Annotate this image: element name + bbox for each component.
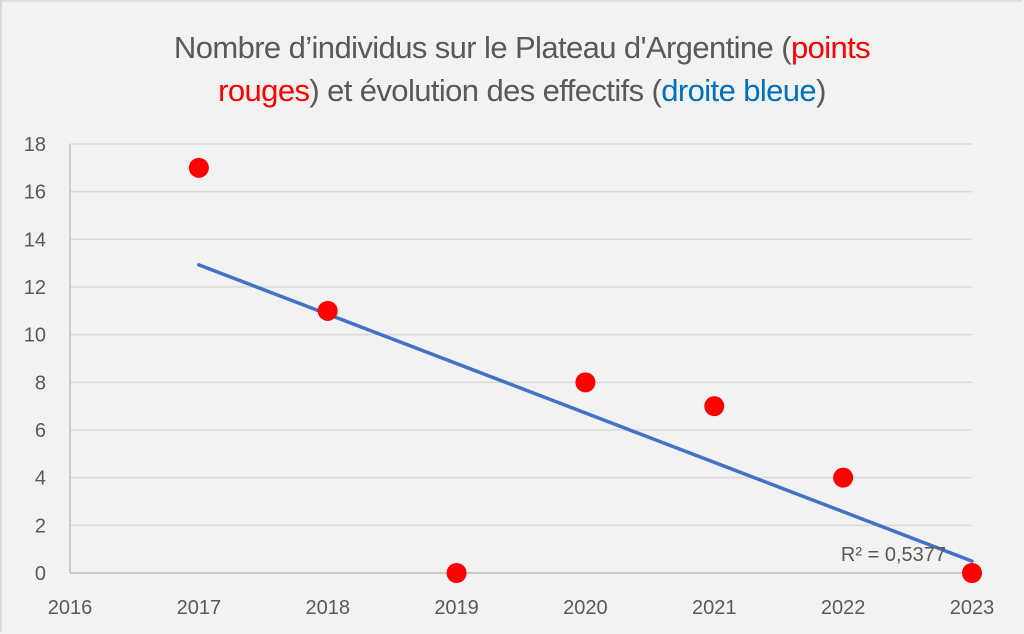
x-tick-label: 2023: [950, 597, 995, 619]
y-tick-label: 6: [35, 420, 46, 442]
y-tick-label: 16: [24, 182, 46, 204]
data-point: [833, 467, 854, 488]
x-tick-label: 2022: [821, 597, 866, 619]
y-tick-label: 12: [24, 277, 46, 299]
title-line-1: Nombre d’individus sur le Plateau d'Arge…: [173, 30, 871, 65]
chart-title: Nombre d’individus sur le Plateau d'Arge…: [0, 26, 1024, 112]
title-part-blue: droite bleue: [661, 73, 817, 108]
data-point: [317, 300, 338, 321]
title-part: Nombre d’individus sur le Plateau d'Arge…: [173, 30, 792, 65]
y-tick-label: 18: [24, 134, 46, 156]
x-axis-ticks: 2016 2017 2018 2019 2020 2021 2022 2023: [48, 597, 995, 619]
x-tick-label: 2021: [692, 597, 737, 619]
data-point: [575, 372, 596, 393]
y-tick-label: 8: [35, 372, 46, 394]
x-tick-label: 2020: [563, 597, 608, 619]
data-point: [704, 396, 725, 417]
trendline-series: [197, 263, 974, 563]
x-tick-label: 2019: [434, 597, 479, 619]
y-tick-label: 10: [24, 325, 46, 347]
data-point: [962, 563, 982, 583]
trendline: [197, 263, 974, 563]
title-part: ) et évolution des effectifs (: [309, 73, 662, 108]
annotations: R² = 0,5377: [841, 544, 946, 566]
y-axis-ticks: 0 2 4 6 8 10 12 14 16 18: [24, 134, 46, 585]
y-tick-label: 0: [35, 563, 46, 585]
gridlines: [70, 143, 972, 527]
x-tick-label: 2017: [177, 597, 222, 619]
x-tick-label: 2018: [305, 597, 350, 619]
r-squared-label: R² = 0,5377: [841, 544, 946, 566]
y-tick-label: 2: [35, 515, 46, 537]
title-part: ): [816, 73, 826, 108]
y-tick-label: 4: [35, 468, 46, 490]
x-tick-label: 2016: [48, 597, 93, 619]
y-tick-label: 14: [24, 229, 46, 251]
title-part-red: rouges: [218, 73, 310, 108]
axes: [69, 144, 972, 574]
title-line-2: rouges) et évolution des effectifs (droi…: [218, 73, 826, 108]
data-points-series: [188, 157, 982, 583]
data-point: [446, 563, 467, 583]
title-part-red: points: [790, 30, 871, 65]
data-point: [188, 157, 209, 178]
